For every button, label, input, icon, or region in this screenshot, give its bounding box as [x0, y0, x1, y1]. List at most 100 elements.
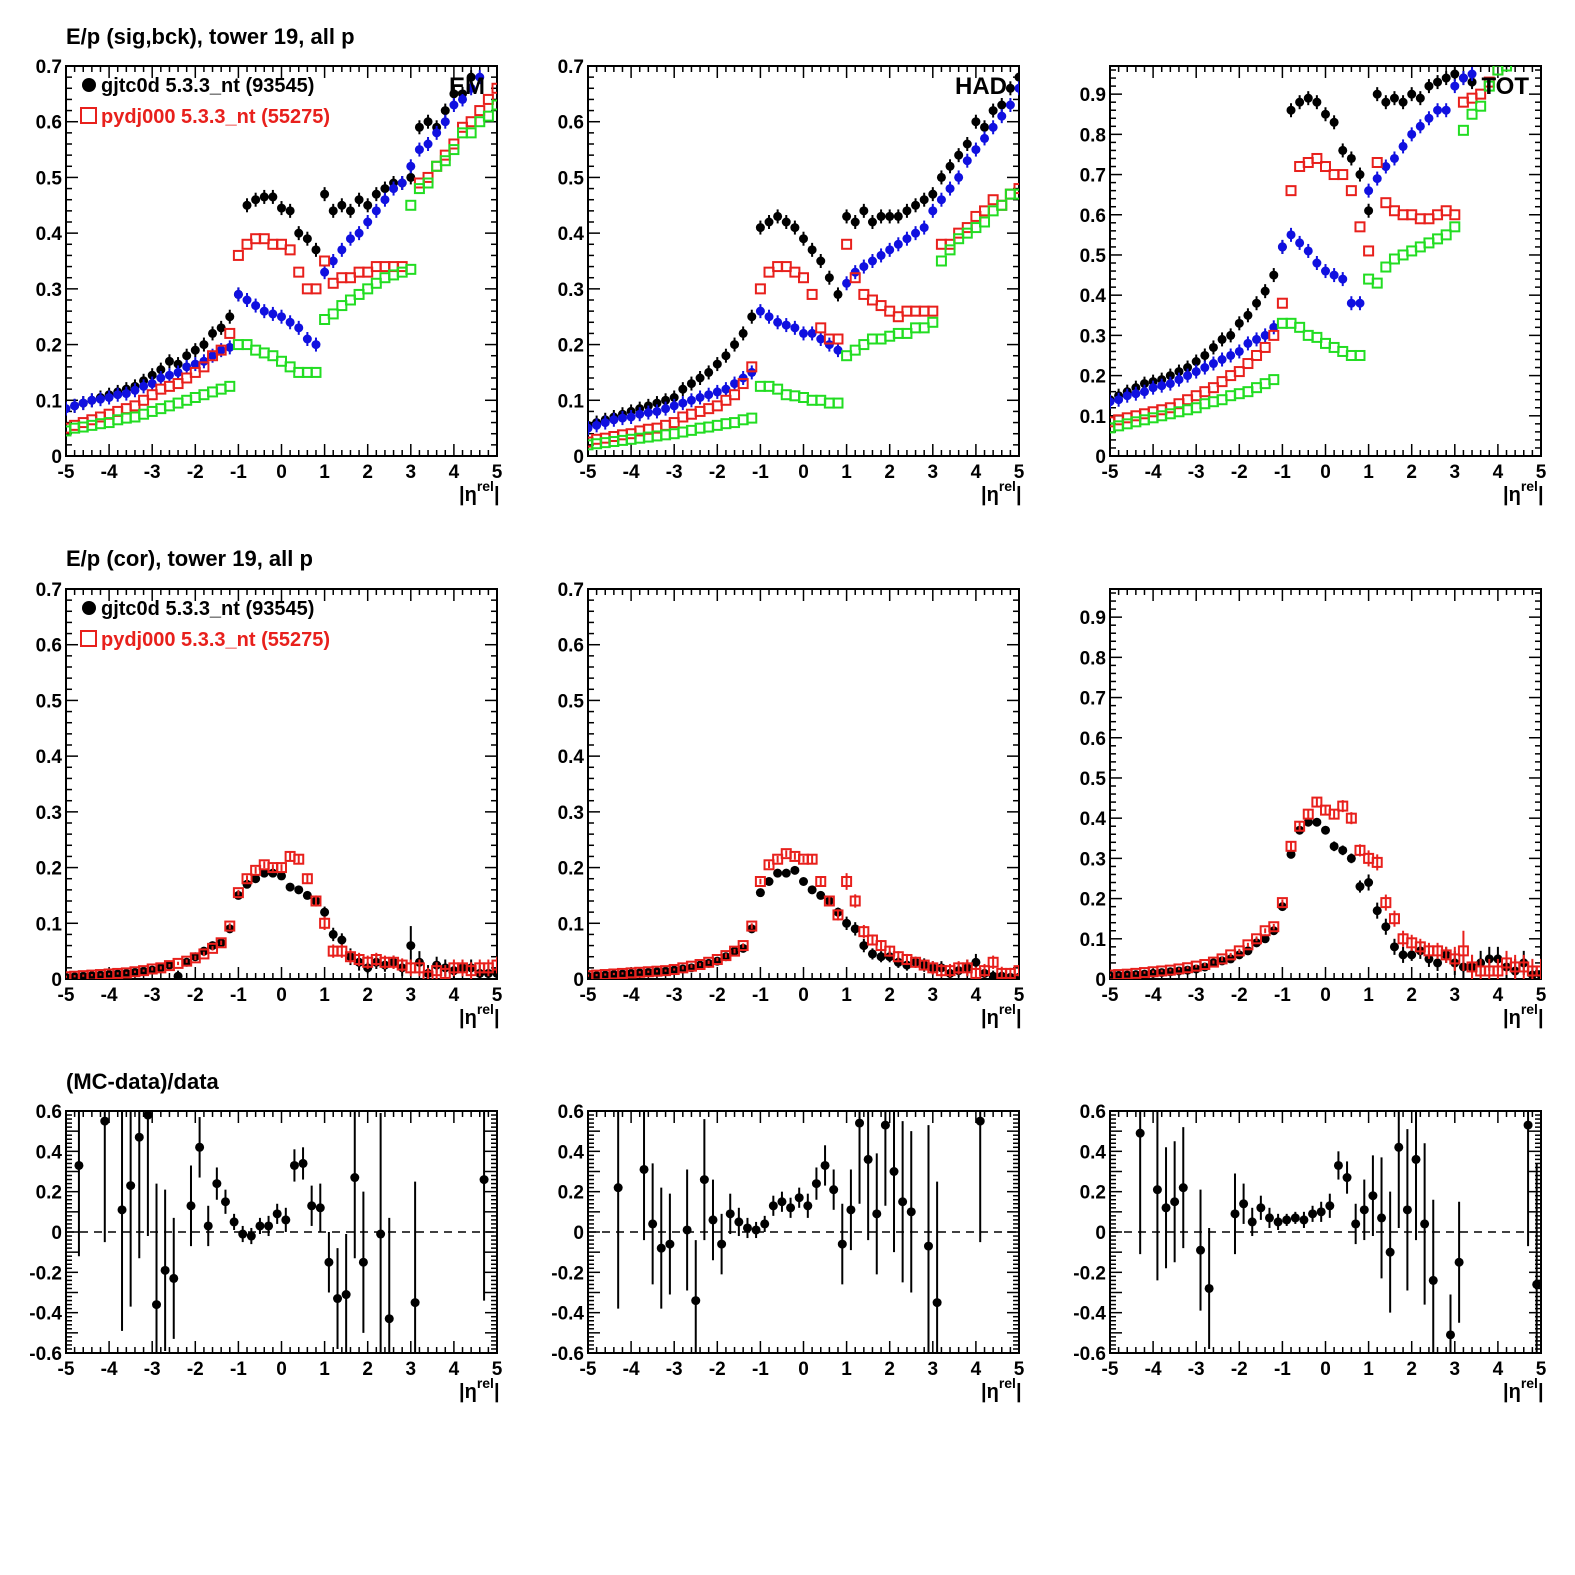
data-point [1282, 1215, 1292, 1225]
data-point [1122, 391, 1132, 401]
data-point [772, 383, 784, 395]
data-point [656, 1243, 666, 1253]
data-point [754, 283, 766, 295]
y-tick-label: 0.4 [558, 224, 585, 245]
data-point [431, 160, 443, 172]
data-point [1449, 953, 1461, 965]
data-point [1200, 363, 1210, 373]
data-point [1364, 186, 1374, 196]
data-point [1311, 331, 1323, 343]
data-point [1295, 238, 1305, 248]
x-tick-label: 5 [492, 462, 503, 483]
data-point [652, 406, 662, 416]
data-point [353, 288, 365, 300]
x-axis-title-bar: | [1538, 484, 1544, 506]
data-point [363, 217, 373, 227]
data-point [842, 918, 852, 928]
data-point [268, 192, 278, 202]
data-point [652, 398, 662, 408]
data-point [380, 184, 390, 194]
x-tick-label: -5 [58, 1359, 75, 1380]
data-point [729, 945, 741, 957]
data-point [962, 156, 972, 166]
data-point [918, 322, 930, 334]
data-point [1475, 88, 1487, 100]
y-tick-label: 0.4 [558, 1142, 585, 1163]
data-point [350, 1173, 360, 1183]
y-tick-label: 0 [1095, 970, 1106, 991]
data-point [885, 245, 895, 255]
data-point [215, 937, 227, 949]
data-point [363, 200, 373, 210]
data-point [729, 389, 741, 401]
data-point [763, 266, 775, 278]
x-tick-label: -5 [1102, 1359, 1119, 1380]
x-tick-label: -4 [1145, 985, 1162, 1006]
y-tick-label: 0.4 [36, 747, 63, 768]
data-point [987, 956, 999, 968]
data-point [849, 272, 861, 284]
data-point [686, 395, 696, 405]
data-point [1407, 89, 1417, 99]
panel-label: TOT [1481, 73, 1529, 100]
data-point [1243, 338, 1253, 348]
y-tick-label: -0.2 [551, 1263, 584, 1284]
data-point [1467, 69, 1477, 79]
x-tick-label: -2 [709, 462, 726, 483]
data-point [225, 342, 235, 352]
data-point [328, 256, 338, 266]
data-point [764, 217, 774, 227]
data-point [156, 365, 166, 375]
data-point [1371, 277, 1383, 289]
data-point [267, 350, 279, 362]
data-point [747, 367, 757, 377]
data-point [837, 1239, 847, 1249]
x-axis-title-bar: | [1016, 484, 1022, 506]
data-point [242, 295, 252, 305]
data-point [1320, 161, 1331, 173]
data-point [790, 865, 800, 875]
x-tick-label: 5 [1536, 985, 1547, 1006]
y-tick-label: 0.5 [558, 168, 585, 189]
data-point [592, 420, 602, 430]
data-point [1389, 93, 1399, 103]
data-point [953, 233, 965, 245]
data-point [1312, 817, 1322, 827]
x-axis-title-sup: rel [999, 478, 1016, 494]
data-point [212, 1179, 222, 1189]
data-point [130, 385, 140, 395]
data-point [341, 1290, 351, 1300]
panel-2-1: -5 -4 -3 -2 -1 0 1 2 3 4 5-0.6-0.4-0.200.20.40.6|η… [551, 1102, 1025, 1403]
x-tick-label: 5 [1014, 1359, 1025, 1380]
x-tick-label: 3 [1450, 462, 1461, 483]
data-point [876, 250, 886, 260]
data-point [954, 172, 964, 182]
data-point [777, 1197, 787, 1207]
data-point [1523, 1120, 1533, 1130]
data-point [302, 334, 312, 344]
data-point [944, 244, 956, 256]
data-point [1329, 117, 1339, 127]
x-tick-label: 5 [1536, 1359, 1547, 1380]
legend-marker-mc [80, 630, 97, 647]
data-point [1342, 1173, 1352, 1183]
data-point [1359, 1205, 1369, 1215]
data-point [198, 361, 210, 373]
data-point [842, 211, 852, 221]
data-point [156, 373, 166, 383]
x-tick-label: -3 [144, 985, 161, 1006]
x-tick-label: 5 [1014, 462, 1025, 483]
data-point [251, 195, 261, 205]
data-point [695, 373, 705, 383]
data-point [988, 122, 998, 132]
data-point [406, 941, 416, 951]
x-tick-label: 0 [798, 462, 809, 483]
data-point [1388, 913, 1400, 925]
x-tick-label: 2 [362, 1359, 373, 1380]
data-point [422, 177, 434, 189]
y-tick-label: 0.5 [558, 691, 585, 712]
data-point [1492, 965, 1504, 977]
data-point [439, 967, 451, 979]
x-tick-label: -5 [58, 985, 75, 1006]
